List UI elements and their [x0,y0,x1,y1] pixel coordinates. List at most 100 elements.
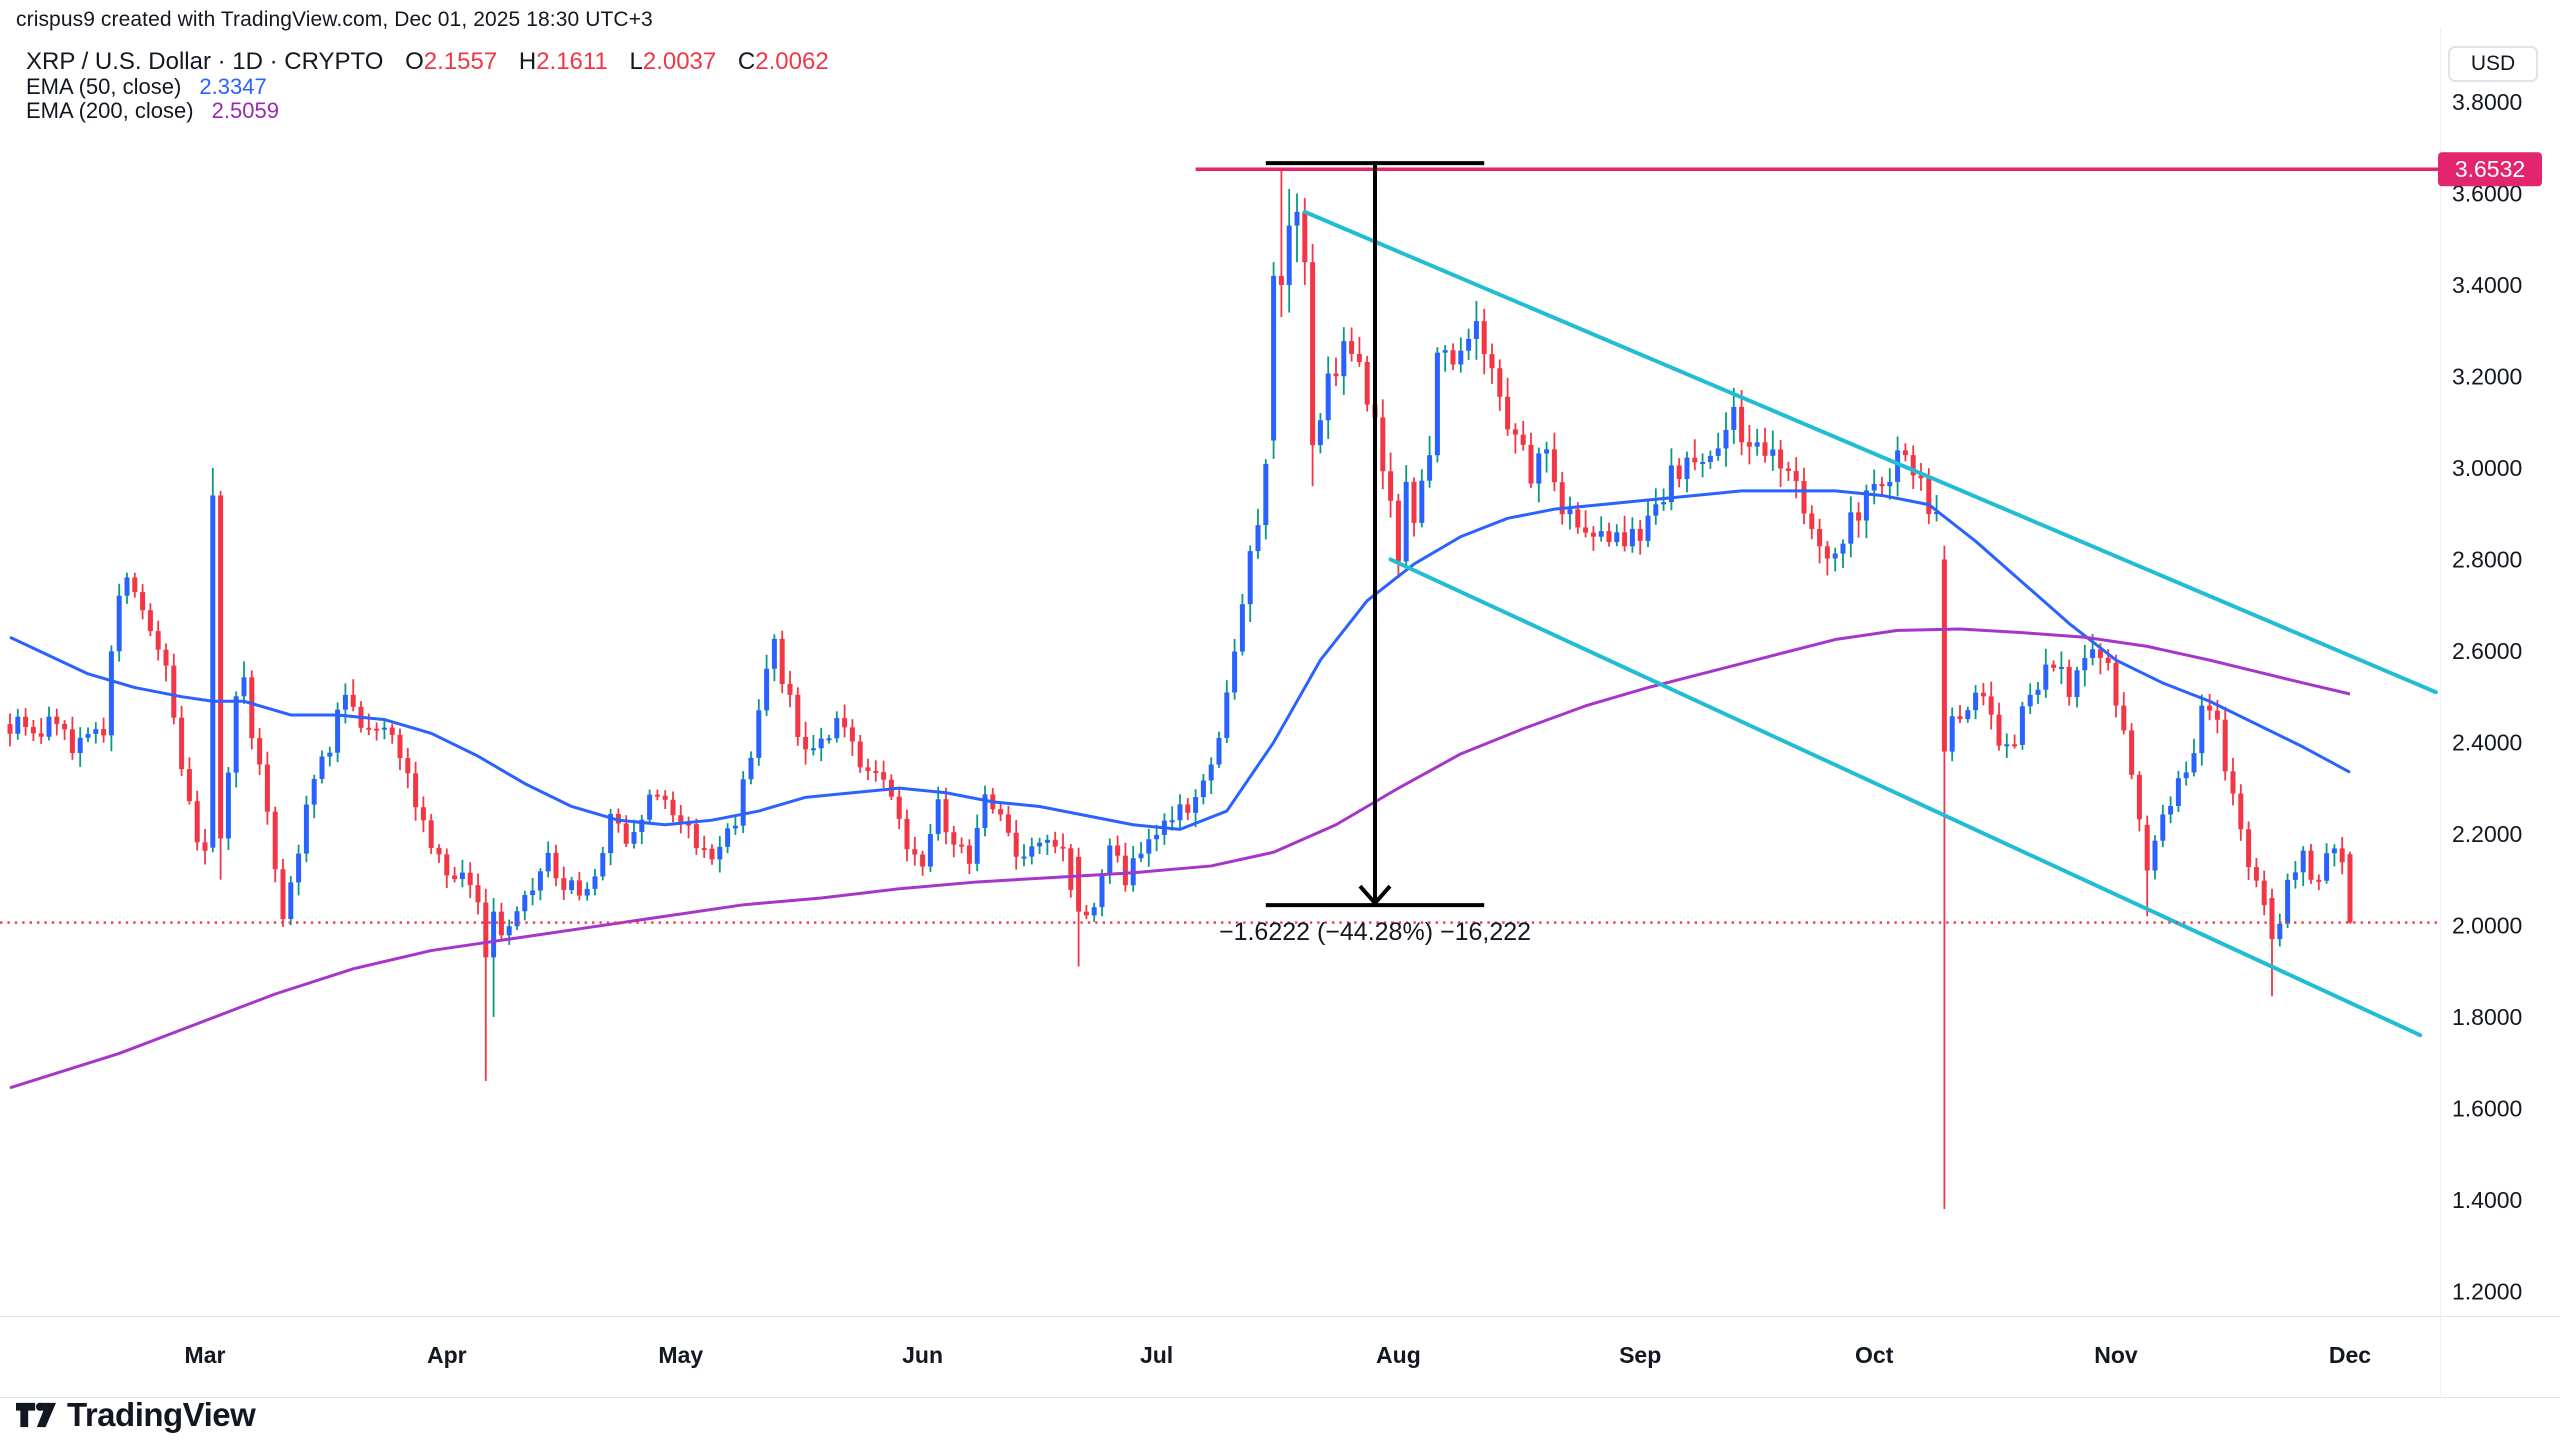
candle-body [1091,907,1097,916]
candle-body [2339,848,2345,863]
candle-body [904,818,910,850]
candle-body [1247,551,1253,605]
price-range-measure[interactable] [1265,161,1485,908]
candle-body [366,727,372,730]
candle-body [982,794,988,828]
candle-body [1707,455,1713,462]
month-tick-label: Apr [427,1342,467,1368]
candle-body [912,849,918,855]
candle-body [1044,839,1050,843]
currency-button[interactable]: USD [2448,46,2538,82]
candle-body [561,878,567,890]
candle-body [1723,429,1729,449]
candle-body [1442,350,1448,353]
candle-body [584,888,590,896]
measure-arrowhead [1358,884,1392,907]
candlestick-series[interactable] [7,169,2353,1209]
candle-body [179,717,185,770]
candle-body [1684,457,1690,479]
descending-channel-upper[interactable] [1302,209,2438,695]
time-axis[interactable]: Mar Apr May Jun Jul Aug Sep Oct Nov Dec [185,1342,2372,1368]
candle-body [600,853,606,877]
ema50-line[interactable] [9,489,2351,831]
candle-body [654,794,660,797]
candle-body [1692,457,1698,463]
candle-body [2308,850,2314,880]
ema200-line[interactable] [9,627,2351,1090]
descending-channel-lower[interactable] [1388,557,2423,1038]
candle-body [342,694,348,710]
candle-body [2207,705,2213,711]
price-tick-label: 2.4000 [2452,729,2522,755]
month-tick-label: Oct [1855,1342,1894,1368]
candle-body [1076,856,1082,912]
candle-body [444,854,450,876]
price-axis[interactable]: 3.80003.60003.40003.20003.00002.80002.60… [2452,89,2522,1304]
candle-body [1505,396,1511,430]
candle-body [1973,692,1979,711]
candle-body [1809,513,1815,529]
candle-body [1575,509,1581,528]
candle-body [2129,730,2135,775]
candle-body [771,638,777,669]
candle-body [2090,649,2096,659]
candle-body [2121,705,2127,731]
candle-body [1224,692,1230,738]
candle-body [2246,829,2252,868]
candle-body [405,758,411,774]
candle-body [1785,468,1791,472]
candle-body [2261,880,2267,906]
candle-body [1622,532,1628,547]
candle-body [467,872,473,886]
candle-body [1450,350,1456,365]
candle-body [709,848,715,860]
candle-body [826,738,832,741]
candle-body [2269,897,2275,940]
candle-body [1185,804,1191,813]
ohlc-close: C2.0062 [737,48,829,75]
candle-body [397,734,403,759]
symbol-row[interactable]: XRP / U.S. Dollar · 1D · CRYPTO O2.1557 … [26,48,829,75]
candle-body [1739,406,1745,443]
candle-body [38,733,44,737]
candle-body [413,773,419,808]
candle-body [732,825,738,829]
candle-body [1216,737,1222,765]
candle-body [296,853,302,883]
candle-body [1653,504,1659,516]
candle-body [1731,406,1737,430]
candle-body [1934,512,1940,515]
candle-body [2144,824,2150,871]
candle-body [2004,744,2010,747]
candle-body [1349,341,1355,354]
candle-body [943,799,949,833]
candle-body [30,727,36,734]
tradingview-logo[interactable]: TradingView [16,1396,256,1434]
candle-body [186,769,192,802]
candle-body [124,577,130,596]
candle-body [69,729,75,754]
candle-body [2027,694,2033,707]
candle-body [1099,875,1105,908]
candle-body [483,902,489,958]
candle-body [1497,368,1503,397]
candle-body [787,683,793,695]
candle-body [54,716,60,724]
candle-body [639,819,645,833]
candle-body [350,694,356,707]
candle-body [1278,275,1284,286]
candle-body [1824,546,1830,559]
month-tick-label: May [658,1342,703,1368]
candle-body [920,854,926,867]
indicator-row-ema200[interactable]: EMA (200, close) 2.5059 [26,98,279,123]
candle-body [631,832,637,844]
tradingview-logo-text: TradingView [67,1396,256,1433]
candle-body [818,738,824,749]
candle-body [1325,373,1331,421]
candle-body [2222,719,2228,772]
indicator-row-ema50[interactable]: EMA (50, close) 2.3347 [26,74,267,99]
candle-body [2347,854,2353,923]
candle-body [319,756,325,779]
candle-body [7,724,13,734]
